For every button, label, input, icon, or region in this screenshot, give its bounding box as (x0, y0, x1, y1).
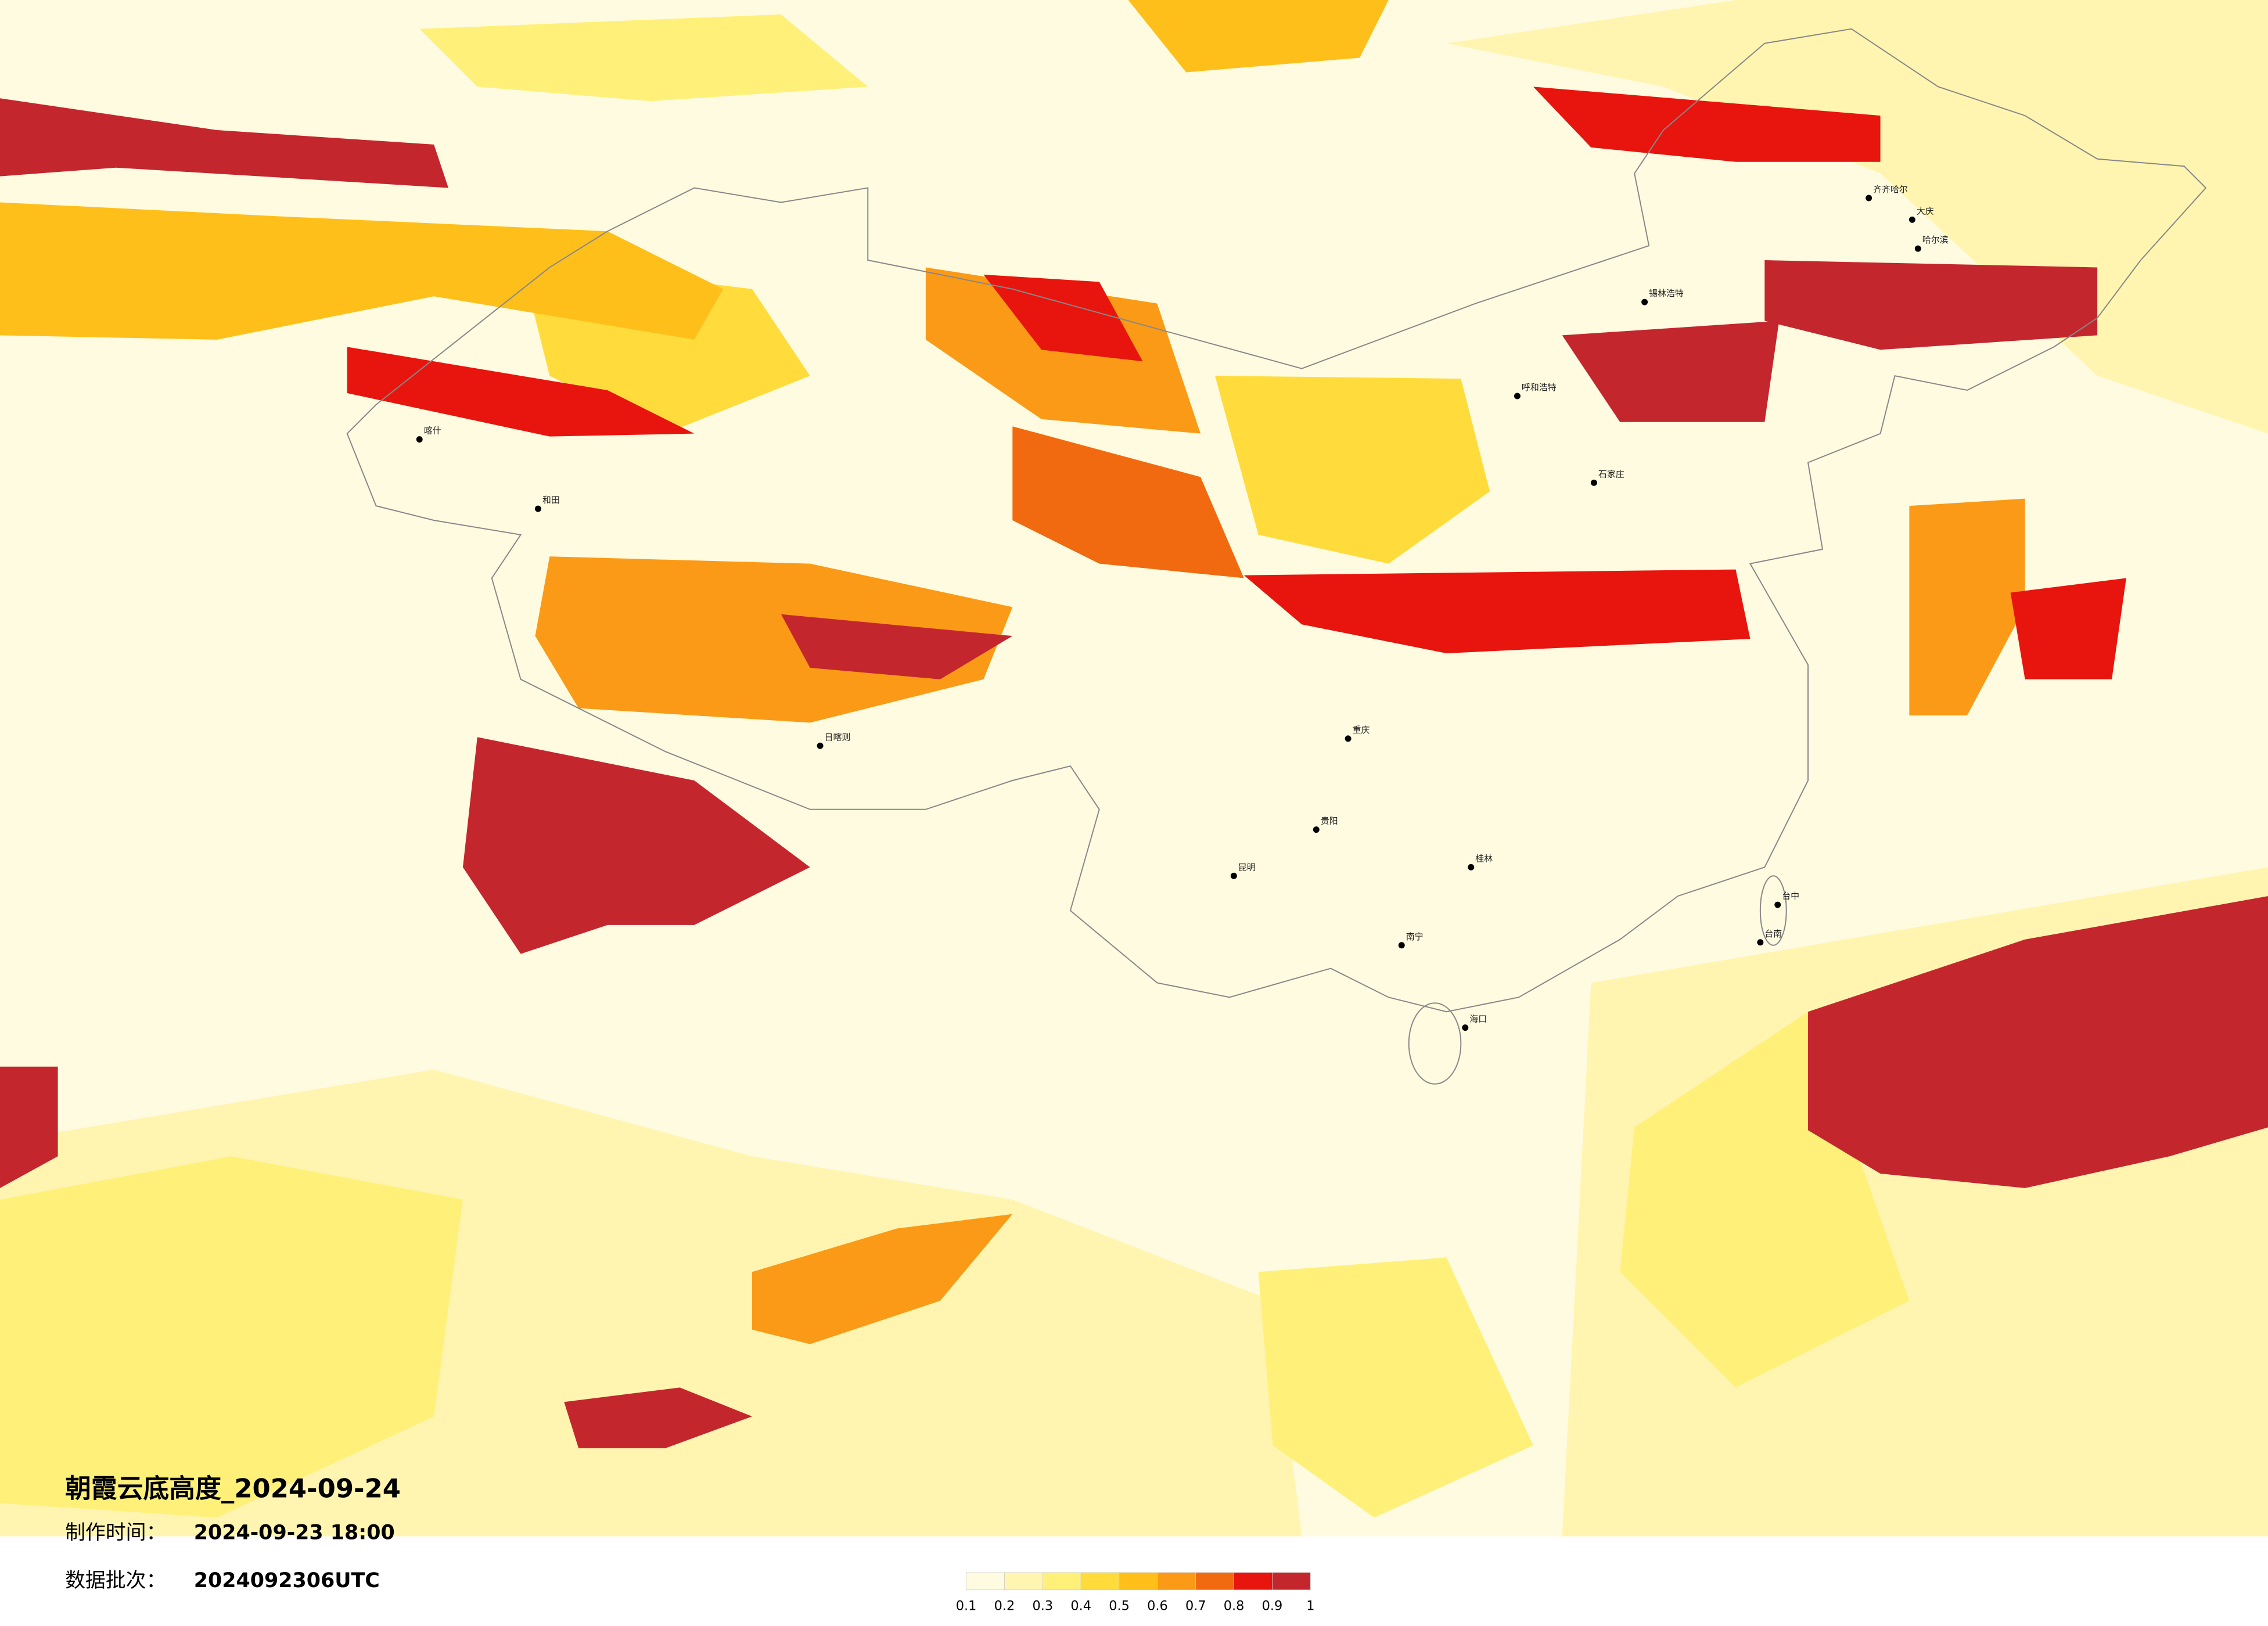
cloud-area (0, 1156, 463, 1518)
colorbar-segment (1119, 1572, 1158, 1591)
city-dot (1914, 245, 1921, 252)
city-label: 海口 (1469, 1014, 1487, 1024)
cloud-area (1562, 321, 1780, 422)
city-label: 大庆 (1917, 206, 1934, 216)
colorbar-tick-label: 0.1 (956, 1599, 977, 1614)
city-dot (1398, 942, 1405, 949)
colorbar-tick-label: 0.7 (1185, 1599, 1206, 1614)
cloud-area (462, 737, 810, 954)
city-label: 台南 (1764, 929, 1782, 939)
city-dot (1514, 393, 1521, 400)
cloud-area (1909, 498, 2025, 715)
colorbar-tick-label: 0.6 (1147, 1599, 1168, 1614)
city-label: 重庆 (1353, 725, 1370, 735)
cloud-area (1533, 87, 1881, 162)
city-dot (817, 742, 824, 749)
cloud-area (2010, 578, 2126, 679)
made-time-label: 制作时间： (65, 1521, 166, 1545)
colorbar-tick-label: 0.4 (1070, 1599, 1091, 1614)
cloud-area (1808, 896, 2268, 1188)
colorbar-tick-label: 0.8 (1224, 1599, 1245, 1614)
island (1759, 875, 1787, 946)
city-dot (1345, 735, 1352, 742)
cloud-area (1258, 1257, 1533, 1518)
cloud-area (1243, 569, 1751, 653)
city-label: 昆明 (1238, 862, 1256, 872)
city-label: 锡林浩特 (1649, 288, 1684, 298)
cloud-area (983, 274, 1143, 362)
city-label: 齐齐哈尔 (1873, 184, 1908, 195)
city-label: 贵阳 (1321, 816, 1338, 826)
border-line (346, 28, 2207, 1013)
city-label: 和田 (542, 495, 560, 505)
city-label: 台中 (1782, 891, 1799, 901)
colorbar-segment (1080, 1572, 1120, 1591)
city-dot (1230, 872, 1237, 879)
cloud-field (0, 0, 2268, 1537)
city-dot (1774, 901, 1781, 908)
colorbar-segment (1042, 1572, 1081, 1591)
city-label: 喀什 (424, 426, 441, 436)
city-dot (1590, 479, 1597, 486)
cloud-area (1214, 376, 1490, 564)
batch-label: 数据批次： (65, 1569, 166, 1592)
colorbar-segment (1157, 1572, 1196, 1591)
city-dot (1866, 195, 1872, 202)
colorbar-tick-label: 0.2 (994, 1599, 1015, 1614)
cloud-area (564, 1387, 753, 1448)
colorbar-tick-label: 0.3 (1033, 1599, 1054, 1614)
colorbar-segment (1004, 1572, 1043, 1591)
city-label: 哈尔滨 (1922, 235, 1949, 245)
city-label: 日喀则 (825, 732, 851, 742)
city-dot (1757, 939, 1764, 946)
city-label: 石家庄 (1598, 469, 1624, 479)
colorbar-segment (1195, 1572, 1234, 1591)
colorbar-segment (1272, 1572, 1311, 1591)
cloud-area (1012, 426, 1244, 578)
cloud-area (1764, 260, 2098, 350)
cloud-area (0, 202, 724, 340)
colorbar-segment (966, 1572, 1005, 1591)
colorbar: 0.1 0.2 0.3 0.4 0.5 0.6 0.7 0.8 0.9 1 (956, 1572, 1314, 1614)
cloud-area (752, 1214, 1013, 1344)
cloud-area (535, 556, 1013, 723)
city-dot (1468, 864, 1475, 870)
cloud-area (0, 1066, 58, 1188)
island (1408, 1002, 1462, 1085)
colorbar-segment (1234, 1572, 1273, 1591)
city-label: 呼和浩特 (1522, 382, 1557, 393)
colorbar-tick-label: 0.5 (1109, 1599, 1130, 1614)
cloud-area (419, 14, 868, 102)
city-dot (534, 505, 541, 512)
map-title: 朝霞云底高度_2024-09-24 (65, 1473, 401, 1504)
city-dot (416, 436, 423, 443)
cloud-area (0, 98, 449, 188)
batch: 2024092306UTC (194, 1569, 380, 1592)
colorbar-tick-label: 0.9 (1262, 1599, 1283, 1614)
colorbar-tick-label: 1 (1306, 1599, 1314, 1614)
city-dot (1313, 826, 1320, 833)
city-dot (1641, 298, 1648, 305)
cloud-area (781, 614, 1013, 679)
cloud-area (1128, 0, 1389, 73)
city-dot (1462, 1024, 1469, 1031)
city-dot (1908, 216, 1915, 223)
country-border (346, 28, 2207, 1085)
made-time: 2024-09-23 18:00 (194, 1521, 395, 1545)
city-label: 南宁 (1406, 931, 1424, 942)
cloud-area (347, 347, 695, 437)
city-label: 桂林 (1475, 853, 1493, 864)
